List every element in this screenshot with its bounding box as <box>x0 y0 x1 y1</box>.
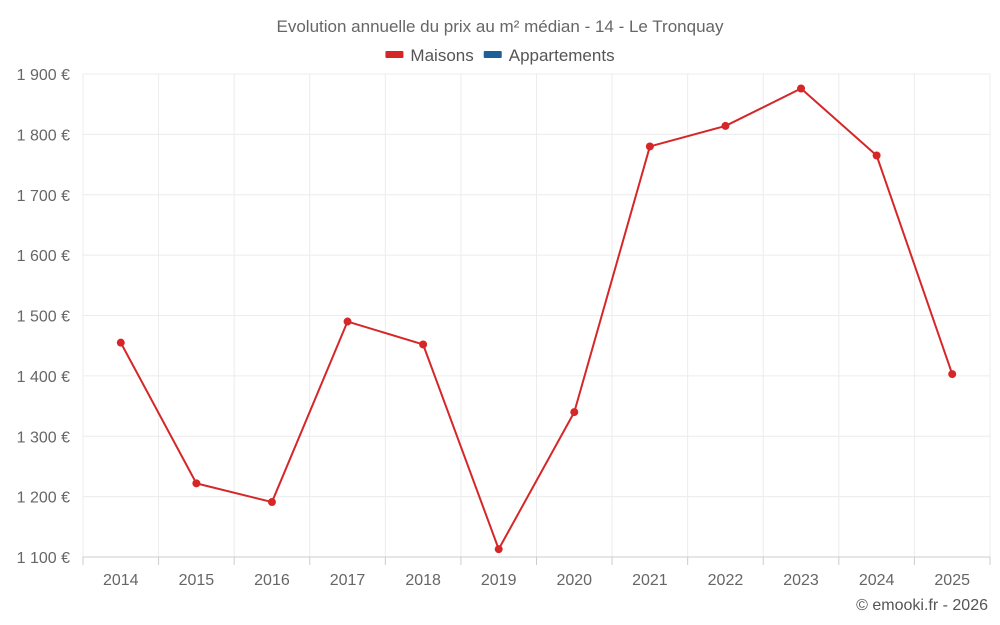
x-tick-label: 2023 <box>783 572 819 589</box>
legend-swatch <box>483 51 502 58</box>
y-tick-label: 1 800 € <box>17 127 70 144</box>
data-point[interactable] <box>721 121 730 130</box>
y-tick-label: 1 100 € <box>17 550 70 567</box>
y-tick-label: 1 700 € <box>17 188 70 205</box>
x-tick-label: 2022 <box>708 572 744 589</box>
x-tick-label: 2021 <box>632 572 668 589</box>
data-point[interactable] <box>570 408 579 417</box>
legend-swatch <box>385 51 404 58</box>
data-point[interactable] <box>192 479 201 488</box>
data-point[interactable] <box>116 338 125 347</box>
data-point[interactable] <box>948 370 957 379</box>
grid <box>82 73 991 557</box>
data-point[interactable] <box>419 340 428 349</box>
x-tick-label: 2014 <box>103 572 139 589</box>
legend-label: Maisons <box>410 46 473 65</box>
series-layer <box>116 84 957 554</box>
x-tick-label: 2024 <box>859 572 895 589</box>
x-tick-label: 2016 <box>254 572 290 589</box>
y-tick-label: 1 900 € <box>17 67 70 84</box>
x-tick-label: 2017 <box>330 572 366 589</box>
data-point[interactable] <box>872 151 881 160</box>
x-tick-label: 2020 <box>556 572 592 589</box>
x-tick-label: 2019 <box>481 572 517 589</box>
chart-title: Evolution annuelle du prix au m² médian … <box>277 17 724 36</box>
legend-item[interactable]: Maisons <box>385 46 474 65</box>
data-point[interactable] <box>494 545 503 554</box>
legend-item[interactable]: Appartements <box>483 46 615 65</box>
data-point[interactable] <box>797 84 806 93</box>
legend-label: Appartements <box>509 46 615 65</box>
y-tick-label: 1 400 € <box>17 369 70 386</box>
credit-text: © emooki.fr - 2026 <box>856 597 988 614</box>
data-point[interactable] <box>645 142 654 151</box>
x-tick-label: 2025 <box>934 572 970 589</box>
y-tick-label: 1 500 € <box>17 309 70 326</box>
x-tick-label: 2015 <box>179 572 215 589</box>
y-tick-label: 1 600 € <box>17 248 70 265</box>
data-point[interactable] <box>343 317 352 326</box>
y-tick-label: 1 300 € <box>17 429 70 446</box>
y-tick-label: 1 200 € <box>17 490 70 507</box>
data-point[interactable] <box>267 498 276 507</box>
legend[interactable]: Maisons Appartements <box>385 46 615 65</box>
x-tick-label: 2018 <box>405 572 441 589</box>
axes: 1 100 € 1 200 € 1 300 € 1 400 € 1 500 € 1 600… <box>17 67 991 589</box>
series-line <box>119 87 954 551</box>
